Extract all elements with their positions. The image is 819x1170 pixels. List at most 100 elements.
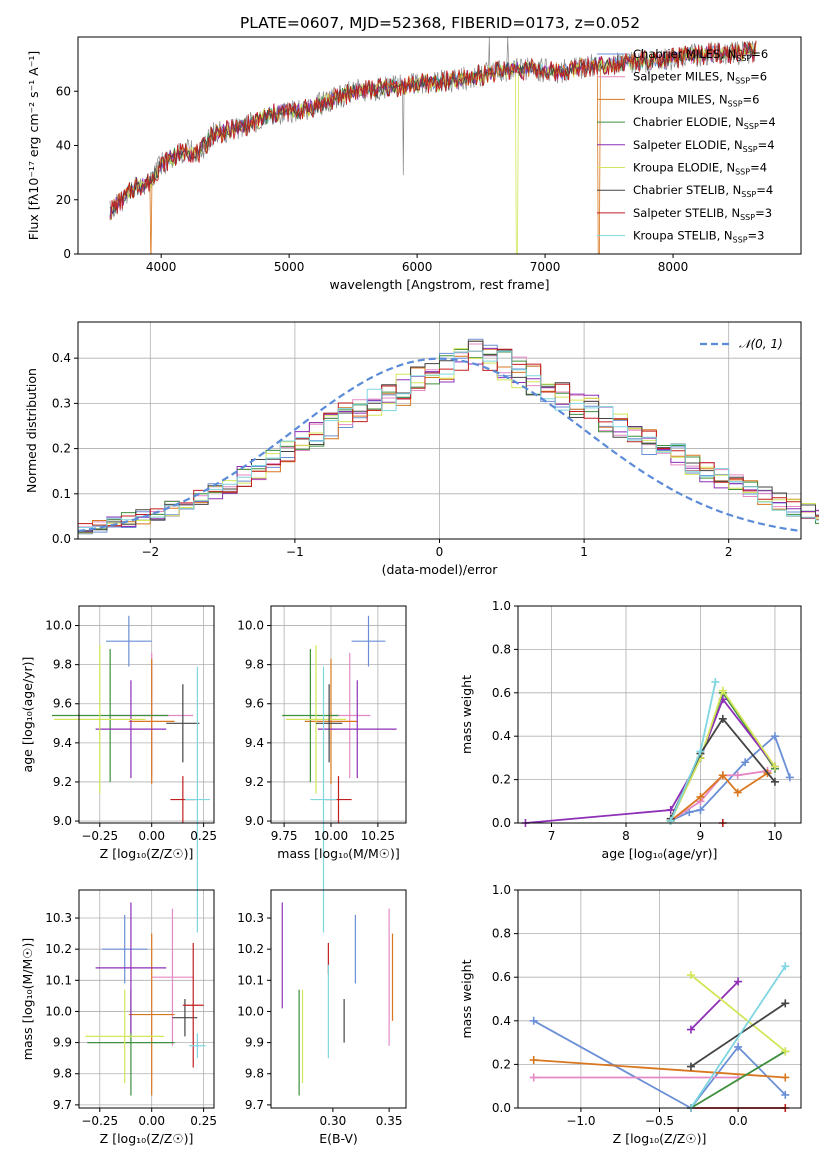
x-tick-label: 2: [725, 545, 733, 559]
y-tick-label: 0.2: [492, 773, 511, 787]
series-line: [690, 1002, 786, 1068]
errorbar-salpeter-elodie: [317, 680, 397, 779]
x-tick-label: 0.35: [376, 1114, 403, 1128]
histogram-chabrier-stelib: [78, 340, 819, 533]
y-tick-label: 10.0: [45, 1004, 72, 1018]
x-tick-label: 7: [548, 829, 556, 843]
axes: −0.25 0.00 0.25 9.7 9.8 9.9 10.0 10.1 10.2 10.3 Z …: [20, 889, 217, 1146]
plot-area: [52, 615, 210, 933]
x-tick-label: 9: [697, 829, 705, 843]
series-marker: [529, 1016, 538, 1025]
axes-frame: [78, 605, 215, 824]
y-tick-label: 0.0: [492, 816, 511, 830]
errorbar-kroupa-elodie: [54, 645, 146, 794]
series-line: [669, 688, 776, 822]
axes-frame: [78, 889, 215, 1109]
plot-area: [521, 677, 794, 827]
x-axis-label: Z [log₁₀(Z/Z☉)]: [100, 1131, 194, 1146]
errorbar-kroupa-stelib: [184, 666, 210, 933]
x-tick-label: −0.25: [81, 829, 118, 843]
series-marker: [686, 971, 695, 980]
y-tick-label: 10.3: [45, 911, 72, 925]
panel-mass-vs-Z: −0.25 0.00 0.25 9.7 9.8 9.9 10.0 10.1 10.2 10.3 Z …: [20, 889, 217, 1146]
y-tick-label: 0: [63, 247, 71, 261]
y-tick-label: 9.9: [245, 1036, 264, 1050]
plot-area: [77, 338, 819, 535]
series-marker: [781, 1047, 790, 1056]
legend-label-chabrier-miles: Chabrier MILES, NSSP=6: [633, 47, 768, 63]
x-tick-label: 10.00: [314, 829, 348, 843]
errorbar-kroupa-miles: [128, 933, 175, 1096]
y-axis-label: mass weight: [459, 675, 474, 754]
y-tick-label: 10.0: [237, 619, 264, 633]
x-axis-label: wavelength [Angstrom, rest frame]: [329, 277, 549, 292]
errorbar-kroupa-stelib: [189, 1033, 206, 1059]
y-tick-label: 10.0: [237, 1004, 264, 1018]
series-marker: [741, 758, 750, 767]
y-tick-label: 10.0: [45, 619, 72, 633]
x-tick-label: 0.00: [138, 829, 165, 843]
legend-label-salpeter-stelib: Salpeter STELIB, NSSP=3: [633, 206, 772, 222]
x-axis-label: Z [log₁₀(Z/Z☉)]: [613, 1131, 707, 1146]
errorbar-salpeter-miles: [151, 908, 194, 1046]
x-tick-label: −0.5: [645, 1114, 674, 1128]
series-kroupa-elodie: [666, 686, 779, 825]
y-tick-label: 9.0: [53, 814, 72, 828]
y-tick-label: 0.2: [52, 442, 71, 456]
series-line: [690, 980, 739, 1031]
y-tick-label: 9.8: [245, 1067, 264, 1081]
axes: −1.0 −0.5 0.0 0.0 0.2 0.4 0.6 0.8 1.0 Z [log₁₀(Z/…: [459, 883, 802, 1146]
axes: 4000 5000 6000 7000 8000 0 20 40 60 wavelength [A…: [26, 36, 802, 292]
y-axis-label: mass [log₁₀(M/M☉)]: [20, 938, 35, 1060]
plot-area: [109, 37, 757, 254]
errorbar-kroupa-miles: [128, 658, 175, 784]
errorbar-kroupa-stelib: [310, 666, 337, 933]
series-marker: [733, 788, 742, 797]
series-marker: [734, 977, 743, 986]
x-tick-label: 10: [767, 829, 782, 843]
series-marker: [785, 773, 794, 782]
series-marker: [718, 686, 727, 695]
x-tick-label: 8000: [658, 260, 689, 274]
axes: −2 −1 0 1 2 0.0 0.1 0.2 0.3 0.4 (data-model)/error…: [24, 321, 802, 577]
y-tick-label: 0.6: [492, 686, 511, 700]
series-chabrier-stelib: [686, 999, 790, 1071]
figure-title: PLATE=0607, MJD=52368, FIBERID=0173, z=0…: [240, 14, 640, 32]
x-tick-label: −1.0: [566, 1114, 595, 1128]
y-tick-label: 10.1: [45, 973, 72, 987]
y-tick-label: 0.8: [492, 927, 511, 941]
y-tick-label: 1.0: [492, 883, 511, 897]
spectrum-legend: Chabrier MILES, NSSP=6 Salpeter MILES, NS…: [597, 47, 776, 245]
y-tick-label: 10.2: [237, 942, 264, 956]
y-tick-label: 9.4: [245, 736, 264, 750]
series-marker: [529, 1073, 538, 1082]
plot-area: [281, 902, 394, 1096]
y-axis-label: mass weight: [459, 959, 474, 1038]
normal-curve: [77, 357, 802, 533]
series-marker: [770, 777, 779, 786]
y-tick-label: 0.0: [52, 532, 71, 546]
x-axis-label: age [log₁₀(age/yr)]: [602, 846, 718, 861]
series-marker: [686, 1025, 695, 1034]
series-chabrier-elodie: [666, 688, 779, 825]
x-tick-label: 10.25: [361, 829, 395, 843]
series-line: [670, 734, 791, 822]
plot-area: [85, 902, 206, 1096]
series-marker: [696, 747, 705, 756]
y-tick-label: 1.0: [492, 599, 511, 613]
legend-label-kroupa-elodie: Kroupa ELODIE, NSSP=4: [633, 161, 767, 177]
legend-label-kroupa-stelib: Kroupa STELIB, NSSP=3: [633, 229, 764, 245]
x-tick-label: 5000: [274, 260, 305, 274]
errorbar-chabrier-miles: [106, 615, 152, 667]
x-tick-label: 0.25: [190, 829, 217, 843]
errorbar-kroupa-elodie: [286, 645, 346, 794]
axes-frame: [517, 605, 802, 824]
y-tick-label: 9.7: [53, 1098, 72, 1112]
y-tick-label: 0.1: [52, 487, 71, 501]
series-marker: [781, 962, 790, 971]
series-marker: [686, 1062, 695, 1071]
y-tick-label: 0.0: [492, 1101, 511, 1115]
series-line: [690, 965, 787, 1109]
x-tick-label: 8: [622, 829, 630, 843]
series-marker: [718, 714, 727, 723]
